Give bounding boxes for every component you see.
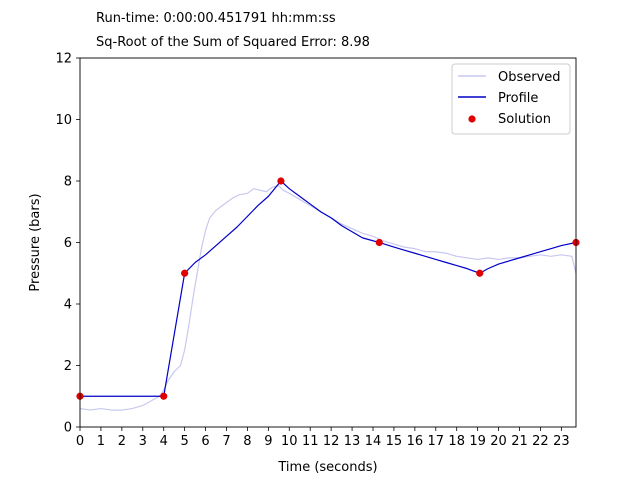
x-tick-label: 1 [97,434,105,449]
legend: Observed Profile Solution [451,63,571,135]
x-tick-label: 17 [428,434,445,449]
solution-point [476,269,484,277]
legend-label-profile: Profile [498,91,538,106]
x-tick-label: 21 [511,434,528,449]
x-tick-label: 9 [264,434,272,449]
plot-area [80,180,576,411]
legend-label-observed: Observed [498,70,561,85]
x-tick-label: 2 [118,434,126,449]
x-tick-label: 0 [76,434,84,449]
x-tick-label: 14 [365,434,382,449]
x-tick-label: 23 [553,434,570,449]
x-tick-label: 22 [532,434,549,449]
x-tick-label: 10 [281,434,298,449]
legend-box [451,63,571,135]
x-tick-label: 15 [386,434,403,449]
y-tick-label: 2 [64,359,72,374]
x-tick-label: 6 [201,434,209,449]
x-tick-label: 12 [323,434,340,449]
series-line-profile [80,180,576,397]
x-tick-label: 19 [469,434,486,449]
x-tick-label: 4 [160,434,168,449]
x-tick-label: 8 [243,434,251,449]
legend-swatch-solution [468,115,476,123]
y-tick-label: 12 [55,52,72,67]
solution-point [181,269,189,277]
y-tick-label: 6 [64,236,72,251]
squared-error-label: Sq-Root of the Sum of Squared Error: 8.9… [96,35,370,50]
solution-point [160,392,168,400]
x-tick-label: 7 [222,434,230,449]
runtime-label: Run-time: 0:00:00.451791 hh:mm:ss [96,11,336,26]
x-tick-label: 18 [448,434,465,449]
series-line-observed [80,185,576,411]
solution-point [277,177,285,185]
x-tick-label: 3 [139,434,147,449]
x-axis-label: Time (seconds) [277,460,377,475]
solution-point [375,238,383,247]
y-tick-label: 4 [64,298,72,313]
y-tick-label: 8 [64,175,72,190]
y-tick-label: 10 [55,113,72,128]
x-tick-label: 5 [181,434,189,449]
y-tick-label: 0 [64,421,72,436]
x-tick-label: 16 [407,434,424,449]
y-axis-label: Pressure (bars) [28,193,43,291]
x-tick-label: 13 [344,434,361,449]
x-tick-label: 11 [302,434,319,449]
x-tick-label: 20 [490,434,507,449]
legend-label-solution: Solution [498,112,551,127]
